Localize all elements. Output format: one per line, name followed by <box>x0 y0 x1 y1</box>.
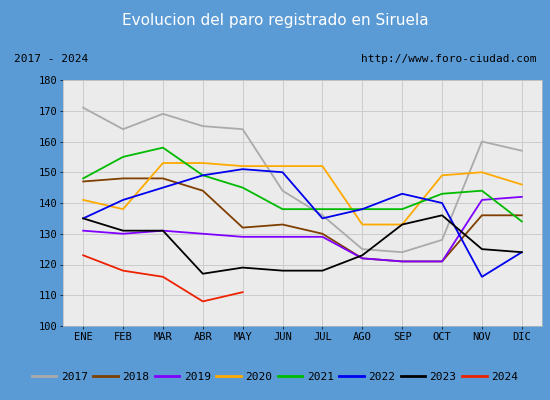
Text: 2017 - 2024: 2017 - 2024 <box>14 54 88 64</box>
Text: http://www.foro-ciudad.com: http://www.foro-ciudad.com <box>361 54 536 64</box>
Text: Evolucion del paro registrado en Siruela: Evolucion del paro registrado en Siruela <box>122 14 428 28</box>
Legend: 2017, 2018, 2019, 2020, 2021, 2022, 2023, 2024: 2017, 2018, 2019, 2020, 2021, 2022, 2023… <box>28 368 522 386</box>
